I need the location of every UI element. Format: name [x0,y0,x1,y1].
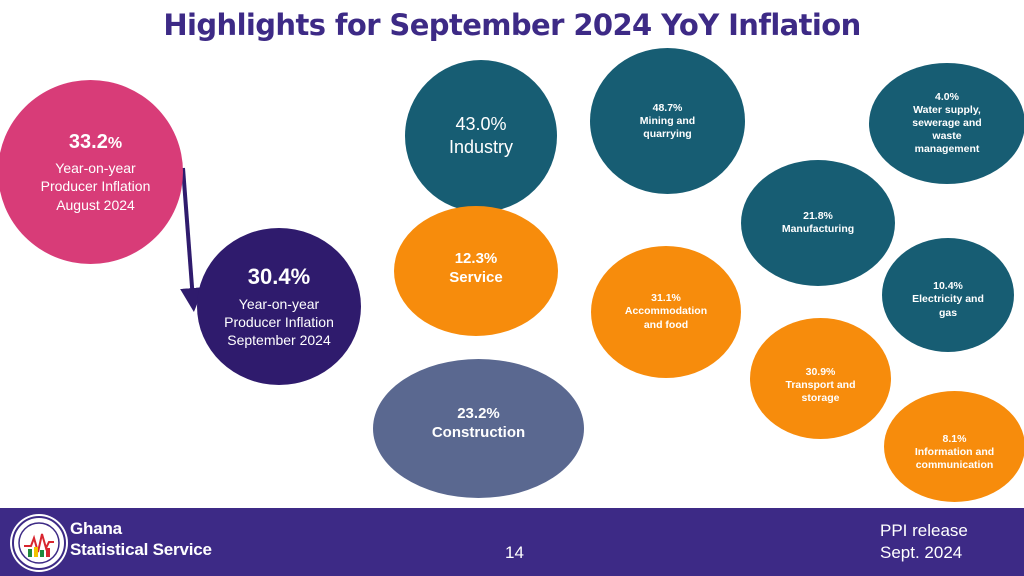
bubble-label: Service [449,268,503,286]
bubble-label: Manufacturing [781,223,855,235]
bubble-label: Accommodation and food [624,305,708,331]
bubble-service: 12.3% Service [394,206,558,336]
bubble-label: Water supply, sewerage and waste managem… [912,103,982,156]
bubble-value: 30.4% [247,264,311,290]
percent-symbol: % [107,135,123,153]
bubble-value: 10.4% [933,280,963,293]
bubble-value: 48.7% [652,102,683,114]
bubble-manufacturing: 21.8% Manufacturing [741,160,895,286]
bubble-value: 4.0% [935,90,959,103]
organization-name-line1: Ghana [70,519,122,538]
bubble-mining: 48.7% Mining and quarrying [590,48,745,194]
bubble-value: 30.9% [805,365,836,378]
slide-title: Highlights for September 2024 YoY Inflat… [163,8,861,42]
bubble-label: Mining and quarrying [639,115,696,141]
bubble-value: 8.1% [942,432,967,445]
bubble-value: 33.2 [68,131,108,154]
bubble-ppi-september: 30.4% Year-on-year Producer Inflation Se… [197,228,361,385]
page-number: 14 [505,543,524,562]
bubble-label: Industry [448,137,514,157]
organization-name-line2: Statistical Service [70,540,212,560]
bubble-construction: 23.2% Construction [373,359,584,498]
bubble-water: 4.0% Water supply, sewerage and waste ma… [869,63,1024,184]
bubble-accommodation: 31.1% Accommodation and food [591,246,741,378]
bubble-ict: 8.1% Information and communication [884,391,1024,502]
bubble-ppi-august: 33.2% Year-on-year Producer Inflation Au… [0,80,183,264]
bubble-industry: 43.0% Industry [405,60,557,212]
footer-bar: Ghana Statistical Service 14 PPI release… [0,508,1024,576]
bubble-electricity: 10.4% Electricity and gas [882,238,1014,352]
bubble-value: 23.2% [457,404,500,422]
bubble-label: Year-on-year Producer Inflation Septembe… [224,295,334,349]
bubble-label: Information and communication [914,445,995,472]
bubble-label: Year-on-year Producer Inflation August 2… [40,160,151,213]
bubble-label: Construction [431,423,526,441]
bubble-label: Transport and storage [785,378,856,405]
bubble-value: 31.1% [651,292,681,305]
release-label: PPI release Sept. 2024 [880,520,968,564]
release-label-line1: PPI release [880,521,968,540]
release-label-line2: Sept. 2024 [880,543,963,563]
bubble-value: 12.3% [454,250,498,267]
organization-name: Ghana Statistical Service [70,518,212,561]
bubble-label: Electricity and gas [912,293,984,319]
bubble-value: 43.0% [455,113,507,134]
bubble-transport: 30.9% Transport and storage [750,318,891,439]
ghana-statistical-service-seal-icon [12,516,66,570]
bubble-value: 21.8% [803,209,833,222]
